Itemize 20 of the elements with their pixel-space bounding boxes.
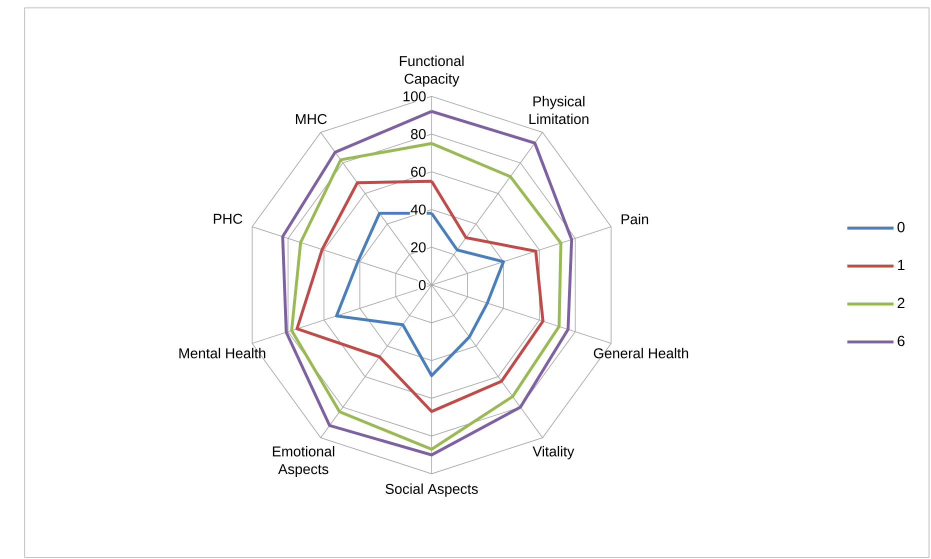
spoke-label: General Health [594, 348, 688, 358]
legend-label: 6 [898, 336, 905, 346]
legend-label: 1 [898, 260, 904, 270]
legend-label: 2 [898, 298, 904, 308]
spoke-label: Vitality [532, 446, 574, 460]
spoke-label: Social Aspects [386, 483, 478, 497]
spoke-label: Pain [622, 214, 648, 224]
spoke-label: MHC [296, 114, 327, 124]
y-tick-label: 0 [418, 280, 426, 290]
y-tick-label: 60 [411, 166, 426, 177]
legend-label: 0 [898, 222, 905, 232]
spoke-label: Mental Health [179, 348, 266, 358]
y-tick-label: 40 [410, 204, 426, 214]
spoke-label: Functional Capacity [400, 55, 464, 86]
y-tick-label: 20 [411, 242, 426, 252]
y-tick-label: 100 [404, 91, 426, 102]
spoke-label: Emotional Aspects [272, 446, 334, 477]
spoke-label: Physical Limitation [529, 96, 588, 124]
y-tick-label: 80 [411, 128, 426, 139]
spoke-label: PHC [214, 214, 242, 224]
